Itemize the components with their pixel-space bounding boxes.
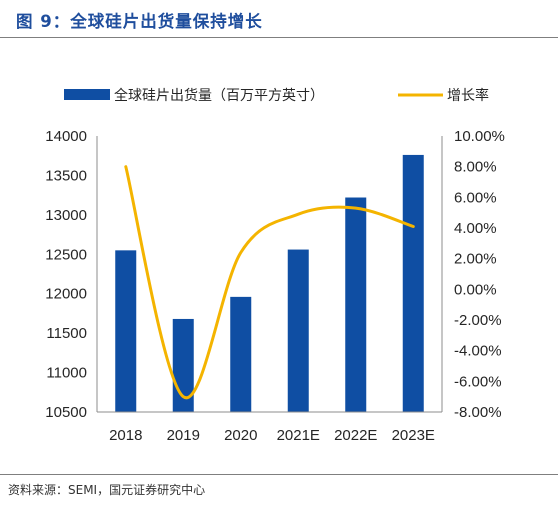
legend: 全球硅片出货量（百万平方英寸） 增长率 bbox=[64, 87, 489, 104]
left-tick-label: 13000 bbox=[45, 207, 87, 224]
x-tick-label: 2023E bbox=[392, 427, 435, 444]
source-divider bbox=[0, 474, 558, 475]
right-tick-label: -6.00% bbox=[454, 373, 502, 390]
title-divider bbox=[0, 37, 558, 38]
right-tick-label: 8.00% bbox=[454, 159, 497, 176]
bar-2021E bbox=[287, 249, 309, 412]
growth-line-series bbox=[124, 165, 415, 400]
right-tick-label: -2.00% bbox=[454, 312, 502, 329]
right-axis-ticks: 10.00% 8.00% 6.00% 4.00% 2.00% 0.00% -2.00% -4.… bbox=[454, 128, 505, 421]
x-tick-label: 2021E bbox=[277, 427, 320, 444]
left-tick-label: 11000 bbox=[46, 365, 87, 382]
right-tick-label: 4.00% bbox=[454, 220, 497, 237]
source-note: 资料来源：SEMI，国元证券研究中心 bbox=[8, 483, 206, 497]
legend-bar-swatch bbox=[64, 89, 110, 100]
x-tick-label: 2022E bbox=[334, 427, 377, 444]
figure-title: 图 9：全球硅片出货量保持增长 bbox=[16, 12, 263, 31]
bar-2023E bbox=[402, 154, 424, 412]
bar-series bbox=[115, 154, 424, 412]
right-tick-label: 2.00% bbox=[454, 251, 497, 268]
x-tick-label: 2018 bbox=[109, 427, 142, 444]
right-tick-label: -8.00% bbox=[454, 404, 502, 421]
left-tick-label: 14000 bbox=[45, 128, 87, 145]
right-tick-label: 10.00% bbox=[454, 128, 505, 145]
right-tick-label: -4.00% bbox=[454, 343, 502, 360]
left-tick-label: 13500 bbox=[45, 167, 87, 184]
axes bbox=[96, 136, 443, 413]
growth-rate-line bbox=[124, 165, 415, 400]
chart: 全球硅片出货量（百万平方英寸） 增长率 14000 13500 13000 12500… bbox=[45, 87, 505, 444]
x-tick-label: 2020 bbox=[224, 427, 257, 444]
right-tick-label: 6.00% bbox=[454, 189, 497, 206]
right-tick-label: 0.00% bbox=[454, 281, 497, 298]
bar-2022E bbox=[345, 197, 367, 412]
bar-2020 bbox=[230, 296, 252, 412]
legend-bar-label: 全球硅片出货量（百万平方英寸） bbox=[114, 87, 324, 104]
left-tick-label: 10500 bbox=[45, 404, 87, 421]
x-tick-label: 2019 bbox=[167, 427, 200, 444]
left-axis-ticks: 14000 13500 13000 12500 12000 11500 11000 10500 bbox=[45, 128, 87, 421]
bar-2018 bbox=[115, 250, 137, 412]
x-axis-ticks: 2018 2019 2020 2021E 2022E 2023E bbox=[109, 427, 435, 444]
left-tick-label: 12500 bbox=[45, 246, 87, 263]
left-tick-label: 11500 bbox=[46, 325, 87, 342]
legend-line-label: 增长率 bbox=[447, 87, 489, 104]
left-tick-label: 12000 bbox=[45, 286, 87, 303]
